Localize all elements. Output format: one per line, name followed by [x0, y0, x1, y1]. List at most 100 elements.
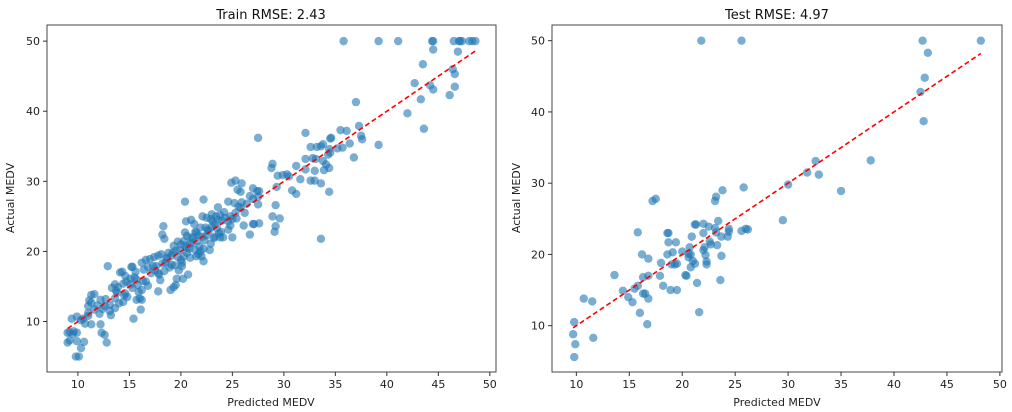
- data-point: [131, 267, 140, 276]
- y-tick-label: 40: [531, 106, 545, 119]
- data-point: [159, 221, 168, 231]
- data-point: [783, 180, 793, 189]
- data-point: [445, 90, 454, 100]
- data-point: [319, 165, 329, 175]
- data-point: [778, 216, 788, 225]
- x-tick-label: 10: [71, 378, 85, 391]
- x-tick-label: 30: [277, 378, 291, 391]
- data-point: [87, 320, 96, 329]
- data-point: [701, 250, 710, 260]
- data-point: [177, 258, 187, 267]
- data-point: [96, 320, 105, 329]
- data-point: [72, 328, 82, 337]
- x-tick-label: 20: [174, 378, 188, 391]
- test-chart-title: Test RMSE: 4.97: [724, 8, 829, 23]
- data-point: [706, 240, 716, 249]
- data-point: [199, 257, 208, 266]
- data-point: [129, 314, 138, 323]
- data-point: [79, 337, 89, 347]
- test-y-axis-label: Actual MEDV: [510, 162, 523, 233]
- x-tick-label: 45: [431, 378, 445, 391]
- data-point: [682, 271, 691, 281]
- data-point: [658, 281, 668, 290]
- data-point: [154, 251, 163, 260]
- data-point: [345, 139, 354, 148]
- y-tick-label: 30: [26, 175, 40, 188]
- data-point: [651, 194, 660, 204]
- x-tick-label: 25: [728, 378, 742, 391]
- x-tick-label: 35: [834, 378, 848, 391]
- data-point: [74, 352, 84, 361]
- data-point: [338, 143, 347, 152]
- data-point: [428, 85, 438, 94]
- y-tick-label: 10: [26, 316, 40, 329]
- data-point: [136, 305, 145, 314]
- data-point: [245, 230, 255, 239]
- data-point: [112, 288, 122, 297]
- data-point: [644, 294, 653, 303]
- x-tick-label: 50: [993, 378, 1007, 391]
- data-point: [228, 233, 237, 242]
- data-point: [324, 187, 334, 197]
- y-tick-label: 40: [26, 105, 40, 118]
- data-point: [672, 259, 682, 268]
- data-point: [610, 270, 619, 280]
- data-point: [678, 247, 687, 256]
- data-point: [450, 69, 460, 79]
- data-point: [570, 317, 579, 327]
- data-point: [571, 340, 580, 349]
- train-y-axis-label: Actual MEDV: [4, 162, 17, 233]
- data-point: [213, 215, 223, 225]
- data-point: [351, 97, 361, 107]
- identity-reference-line: [572, 52, 982, 329]
- data-point: [618, 286, 628, 295]
- data-point: [83, 301, 93, 311]
- data-point: [663, 228, 672, 238]
- x-tick-label: 25: [225, 378, 239, 391]
- data-point: [163, 254, 172, 264]
- x-tick-label: 30: [781, 378, 795, 391]
- data-point: [717, 232, 726, 241]
- data-point: [301, 154, 310, 164]
- data-point: [205, 245, 214, 255]
- test-scatter-panel: Test RMSE: 4.97 Predicted MEDV Actual ME…: [510, 8, 1007, 409]
- data-point: [154, 287, 163, 296]
- data-point: [180, 228, 190, 237]
- data-point: [918, 36, 927, 45]
- data-point: [418, 60, 428, 69]
- data-point: [171, 280, 180, 290]
- data-point: [292, 161, 301, 171]
- data-point: [336, 125, 345, 135]
- data-point: [301, 128, 310, 138]
- data-point: [236, 187, 245, 197]
- data-point: [457, 36, 467, 46]
- data-point: [450, 82, 460, 91]
- test-x-axis-label: Predicted MEDV: [733, 396, 821, 409]
- data-point: [671, 238, 681, 247]
- data-point: [191, 245, 200, 255]
- data-point: [716, 275, 725, 285]
- x-tick-label: 40: [380, 378, 394, 391]
- data-point: [270, 227, 279, 236]
- data-point: [237, 179, 246, 188]
- data-point: [685, 243, 694, 252]
- data-point: [710, 196, 720, 206]
- data-point: [697, 36, 706, 45]
- data-point: [419, 124, 429, 133]
- data-point: [172, 274, 181, 283]
- data-point: [663, 250, 672, 259]
- data-point: [453, 47, 463, 56]
- data-point: [628, 297, 637, 307]
- data-point: [656, 258, 666, 268]
- data-point: [306, 142, 315, 152]
- data-point: [737, 36, 746, 45]
- data-point: [169, 241, 178, 251]
- test-plot-frame: [551, 24, 1003, 373]
- data-point: [923, 48, 933, 57]
- data-point: [919, 116, 928, 126]
- data-point: [271, 200, 280, 210]
- data-point: [743, 225, 753, 234]
- data-point: [976, 36, 986, 45]
- data-point: [357, 135, 367, 144]
- data-point: [312, 142, 322, 152]
